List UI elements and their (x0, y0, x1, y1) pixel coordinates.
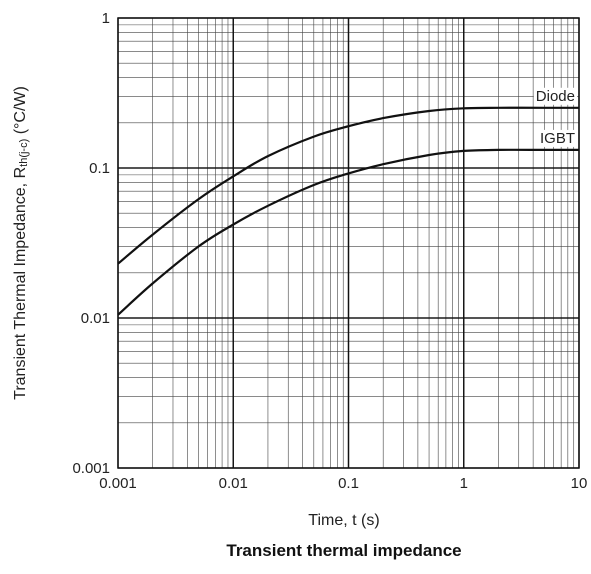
x-tick-label: 1 (460, 475, 468, 492)
series-labels: Diode IGBT (534, 88, 577, 147)
y-axis-label-main: Transient Thermal Impedance, R (12, 167, 29, 400)
x-tick-label: 0.001 (99, 475, 137, 492)
y-axis-label-subscript: th(j-c) (18, 139, 30, 167)
x-axis-label: Time, t (s) (308, 512, 379, 529)
series-label-diode: Diode (536, 88, 575, 105)
y-tick-label: 0.001 (72, 460, 110, 477)
y-tick-label: 1 (102, 10, 110, 27)
x-tick-label: 0.1 (338, 475, 359, 492)
x-tick-label: 0.01 (219, 475, 248, 492)
y-tick-label: 0.1 (89, 160, 110, 177)
chart-caption: Transient thermal impedance (226, 541, 461, 560)
x-tick-label: 10 (571, 475, 588, 492)
y-tick-label: 0.01 (81, 310, 110, 327)
y-axis-label: Transient Thermal Impedance, Rth(j-c) (°… (12, 86, 30, 400)
y-tick-labels: 0.001 0.01 0.1 1 (72, 10, 110, 477)
x-tick-labels: 0.001 0.01 0.1 1 10 (99, 475, 587, 492)
y-axis-label-unit: (°C/W) (12, 86, 29, 139)
series-label-igbt: IGBT (540, 130, 575, 147)
